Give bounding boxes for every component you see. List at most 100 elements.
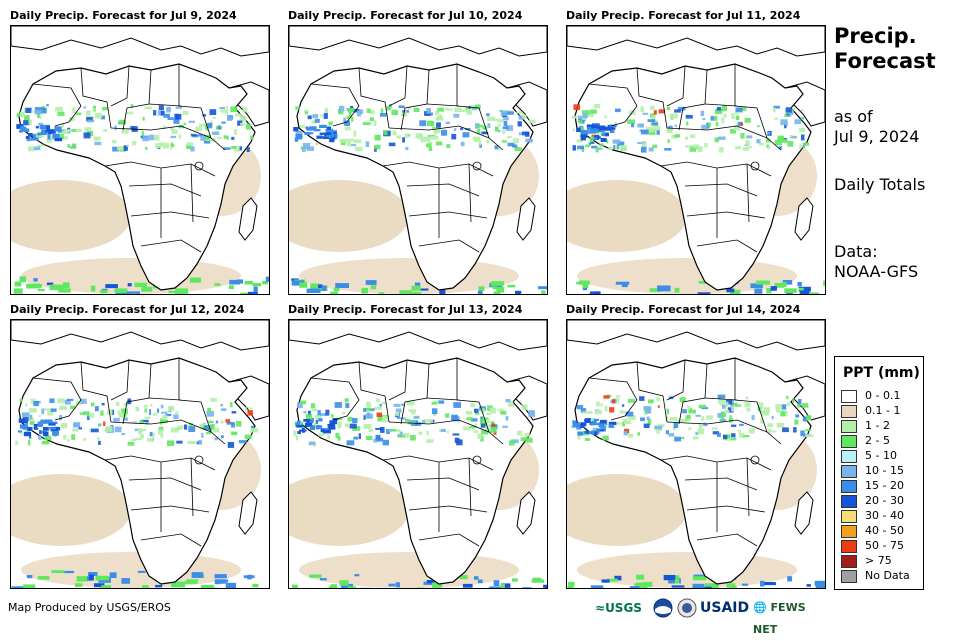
precip-cell — [353, 437, 358, 440]
precip-cell — [210, 398, 217, 402]
precip-cell — [619, 145, 626, 150]
precip-cell — [24, 432, 31, 436]
precip-cell — [38, 424, 44, 427]
precip-cell — [370, 117, 374, 121]
legend-swatch — [841, 570, 857, 583]
legend-swatch — [841, 510, 857, 523]
precip-cell — [587, 127, 592, 130]
panel-title: Daily Precip. Forecast for Jul 13, 2024 — [288, 303, 522, 316]
precip-cell — [519, 132, 522, 135]
precip-cell — [91, 286, 95, 292]
precip-cell — [297, 421, 301, 423]
legend-item: 1 - 2 — [841, 420, 921, 434]
precip-cell — [313, 114, 319, 118]
legend-item: 0.1 - 1 — [841, 405, 921, 419]
precip-cell — [383, 419, 386, 423]
precip-cell — [752, 429, 755, 431]
precip-cell — [187, 142, 194, 145]
precip-cell — [518, 121, 522, 126]
precip-cell — [735, 146, 741, 149]
precip-cell — [594, 104, 600, 108]
precip-cell — [793, 427, 797, 432]
precip-cell — [366, 141, 370, 147]
precip-cell — [628, 434, 634, 438]
data-source-value: NOAA-GFS — [834, 262, 918, 282]
precip-cell — [252, 584, 258, 587]
precip-cell — [502, 130, 505, 134]
precip-cell — [81, 399, 87, 404]
precip-cell — [718, 413, 723, 418]
precip-cell — [345, 403, 349, 408]
precip-cell — [161, 405, 164, 409]
precip-cell — [686, 415, 689, 418]
precip-cell — [161, 412, 167, 414]
legend-swatch — [841, 465, 857, 478]
precip-cell — [515, 291, 521, 294]
precip-cell — [126, 112, 133, 115]
precip-cell — [654, 426, 662, 430]
precip-cell — [419, 134, 423, 140]
precip-cell — [318, 433, 324, 436]
precip-cell — [652, 145, 657, 149]
precip-cell — [745, 118, 751, 123]
precip-cell — [100, 290, 107, 294]
precip-cell — [426, 108, 431, 114]
precip-cell — [207, 408, 211, 412]
precip-cell — [38, 145, 45, 147]
precip-cell — [405, 133, 409, 137]
precip-cell — [364, 415, 366, 420]
precip-cell — [616, 395, 620, 397]
precip-cell — [44, 436, 51, 440]
drizzle-patch — [567, 180, 687, 252]
precip-cell — [538, 286, 547, 289]
precip-cell — [577, 146, 584, 150]
precip-cell — [96, 576, 110, 581]
precip-cell — [743, 435, 749, 437]
precip-cell — [466, 417, 472, 420]
precip-cell — [724, 410, 729, 413]
precip-cell — [506, 416, 509, 421]
precip-cell — [51, 409, 57, 412]
precip-cell — [687, 419, 691, 421]
precip-cell — [807, 584, 811, 587]
precip-cell — [752, 415, 755, 420]
precip-cell — [608, 147, 612, 151]
precip-cell — [675, 579, 679, 584]
precip-cell — [426, 143, 432, 147]
precip-cell — [605, 406, 608, 412]
precip-cell — [723, 435, 727, 439]
precip-cell — [418, 432, 422, 435]
precip-cell — [396, 582, 400, 587]
precip-cell — [437, 116, 440, 121]
precip-cell — [693, 584, 705, 588]
precip-cell — [84, 132, 91, 138]
precip-cell — [36, 126, 39, 128]
precip-cell — [474, 409, 479, 413]
legend-item: 20 - 30 — [841, 495, 921, 509]
precip-cell — [37, 133, 40, 136]
precip-cell — [326, 135, 334, 137]
precip-cell — [644, 582, 653, 587]
precip-cell — [247, 575, 252, 580]
precip-cell — [105, 426, 112, 432]
precip-cell — [759, 143, 764, 145]
precip-cell — [102, 107, 108, 111]
precip-cell — [486, 140, 489, 144]
agency-logos: ≈USGS USAID 🌐 FEWS NET — [595, 597, 830, 619]
precip-cell — [600, 404, 603, 407]
precip-cell — [375, 135, 381, 141]
precip-cell — [230, 402, 232, 407]
precip-cell — [309, 442, 315, 446]
precip-cell — [572, 129, 575, 131]
precip-cell — [616, 282, 629, 285]
precip-cell — [173, 414, 178, 419]
precip-cell — [169, 291, 181, 294]
precip-cell — [158, 429, 163, 434]
precip-cell — [157, 409, 159, 413]
precip-map — [10, 319, 270, 589]
precip-cell — [380, 404, 382, 407]
precip-cell — [731, 406, 733, 411]
precip-cell — [246, 124, 251, 130]
precip-cell — [124, 403, 128, 406]
precip-cell — [170, 136, 176, 138]
